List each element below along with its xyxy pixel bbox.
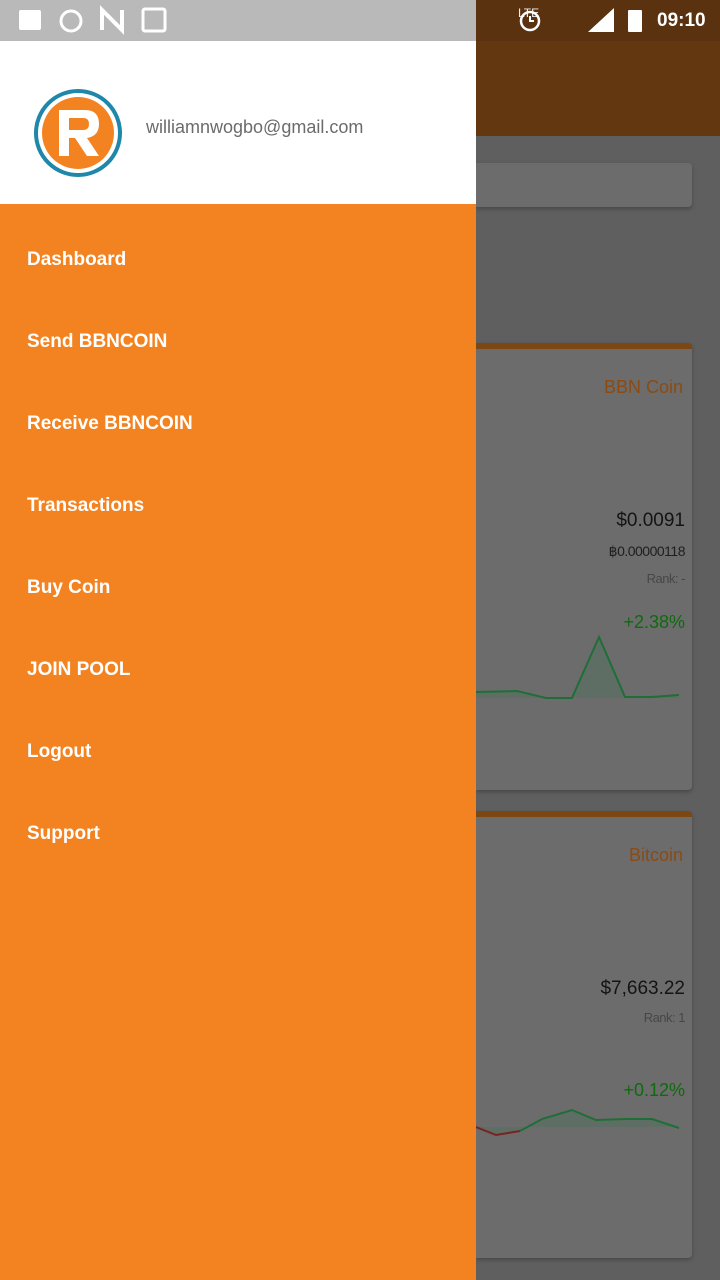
status-bar-bg [476,0,720,41]
coin-change: +0.12% [623,1080,685,1100]
status-icons [519,8,642,32]
coin-price: $0.0091 [616,510,685,531]
drawer-menu: Dashboard Send BBNCOIN Receive BBNCOIN T… [0,204,476,1280]
menu-item[interactable]: Send BBNCOIN [27,331,168,352]
menu-item[interactable]: Transactions [27,495,145,516]
sparkline [476,1108,680,1137]
search-card [476,163,692,207]
coin-rank: Rank: - [646,571,686,586]
logo [34,89,122,177]
coin-rank: Rank: 1 [643,1010,686,1025]
coin-card: Bitcoin $7,663.22 Rank: 1 +0.12% [476,811,692,1258]
coin-name: BBN Coin [603,377,683,397]
menu-item[interactable]: Logout [27,741,92,762]
coin-card: BBN Coin $0.0091 ฿0.00000118 Rank: - +2.… [476,343,692,790]
menu-item[interactable]: Support [27,823,100,844]
menu-item[interactable]: Receive BBNCOIN [27,413,193,434]
notification-icons [19,5,167,35]
drawer-header: williamnwogbo@gmail.com [0,41,476,204]
coin-name: Bitcoin [628,845,683,865]
menu-item[interactable]: Dashboard [27,249,127,270]
drawer-status-bar [0,0,476,41]
menu-item[interactable]: Buy Coin [27,577,111,598]
clock: 09:10 [657,10,706,31]
coin-change: +2.38% [623,612,685,632]
app-bar [476,41,720,136]
menu-item[interactable]: JOIN POOL [27,659,131,680]
user-email: williamnwogbo@gmail.com [146,117,364,137]
coin-btc-price: ฿0.00000118 [608,543,686,559]
sparkline [476,634,680,699]
coin-price: $7,663.22 [600,978,685,999]
